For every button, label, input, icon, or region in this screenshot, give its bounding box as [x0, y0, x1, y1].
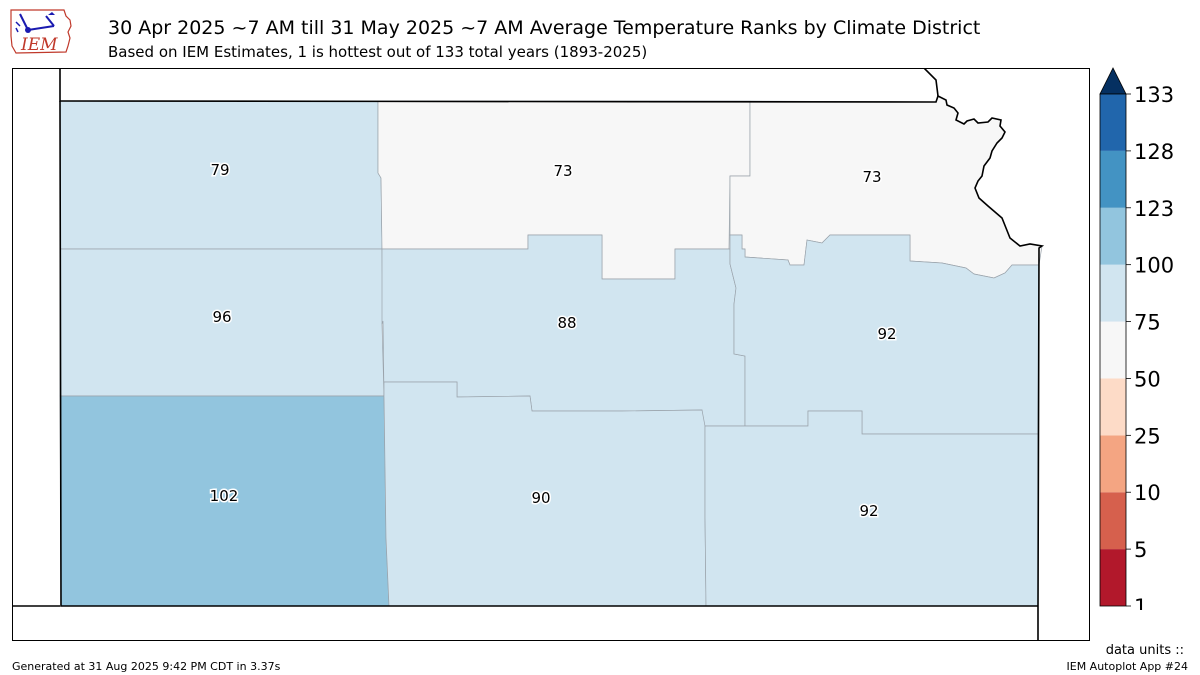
district-c-rank-label: 88: [557, 314, 576, 332]
kansas-climate-district-map: 79 73 73 96 88 92 102 90 92: [12, 68, 1090, 641]
colorbar-extend-arrow: [1099, 67, 1127, 95]
colorbar-tick-label: 5: [1134, 538, 1147, 562]
colorbar-segment: [1100, 492, 1126, 550]
district-nw-rank-label: 79: [210, 161, 229, 179]
map-title: 30 Apr 2025 ~7 AM till 31 May 2025 ~7 AM…: [108, 17, 981, 39]
district-sw-rank-label: 102: [210, 487, 239, 505]
iem-logo-text: IEM: [20, 35, 58, 55]
colorbar-segment: [1100, 207, 1126, 265]
colorbar-tick-label: 100: [1134, 254, 1174, 278]
app-credit: IEM Autoplot App #24: [1066, 660, 1189, 673]
colorbar-tick-label: 133: [1134, 83, 1174, 107]
district-se-area: [704, 410, 1039, 607]
district-ec-area: [729, 234, 1040, 435]
district-ec-rank-label: 92: [877, 325, 896, 343]
colorbar-segment: [1100, 264, 1126, 322]
colorbar-segment: [1100, 378, 1126, 436]
colorbar-segment: [1100, 94, 1126, 151]
colorbar: 1 5 10 25 50 75 100 123 128 133: [1098, 66, 1198, 619]
units-label: data units ::: [1105, 643, 1184, 658]
map-panel: 79 73 73 96 88 92 102 90 92: [12, 68, 1090, 641]
colorbar-svg: 1 5 10 25 50 75 100 123 128 133: [1099, 67, 1174, 619]
colorbar-segment: [1100, 150, 1126, 208]
colorbar-tick-label: 25: [1134, 424, 1161, 448]
colorbar-segment: [1100, 549, 1126, 606]
generated-timestamp: Generated at 31 Aug 2025 9:42 PM CDT in …: [12, 660, 281, 673]
district-wc-rank-label: 96: [212, 308, 231, 326]
colorbar-segment: [1100, 321, 1126, 379]
map-subtitle: Based on IEM Estimates, 1 is hottest out…: [108, 43, 648, 61]
colorbar-frame: [1099, 93, 1127, 607]
iem-logo-icon: IEM: [10, 9, 72, 55]
district-nc-rank-label: 73: [553, 162, 572, 180]
district-ne-rank-label: 73: [862, 168, 881, 186]
district-se-rank-label: 92: [859, 502, 878, 520]
colorbar-tick-label: 1: [1134, 595, 1147, 610]
iem-logo: IEM: [8, 6, 76, 58]
district-sc-rank-label: 90: [531, 489, 550, 507]
colorbar-tick-label: 75: [1134, 311, 1161, 335]
colorbar-tick-label: 50: [1134, 367, 1161, 391]
colorbar-tick-label: 128: [1134, 140, 1174, 164]
colorbar-segment: [1100, 435, 1126, 493]
district-sc-area: [383, 381, 707, 607]
colorbar-tick-label: 123: [1134, 197, 1174, 221]
colorbar-tick-label: 10: [1134, 481, 1161, 505]
